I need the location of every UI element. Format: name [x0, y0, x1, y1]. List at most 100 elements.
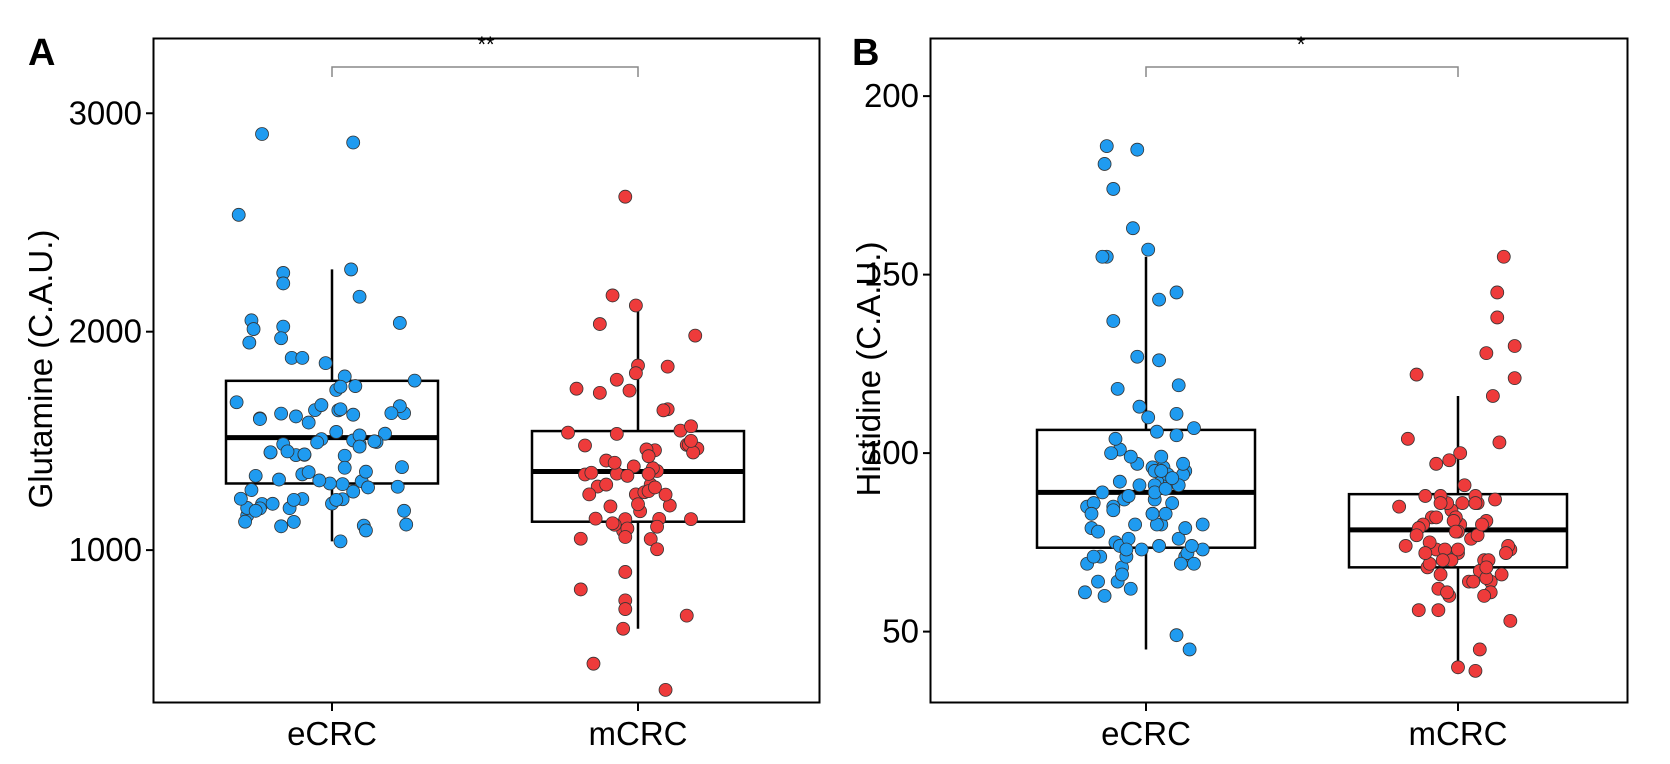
panel-b-frame [929, 37, 1629, 704]
data-point-a-mCRC-67 [618, 530, 633, 544]
data-point-b-eCRC-47 [1187, 556, 1201, 571]
data-point-a-eCRC-64 [255, 127, 269, 141]
data-point-a-mCRC-55 [679, 608, 694, 623]
data-point-b-eCRC-32 [1123, 449, 1138, 464]
panel-a-plot: 1000 2000 3000 eCRC mCRC [69, 66, 746, 752]
data-point-a-mCRC-25 [620, 468, 635, 483]
data-point-a-eCRC-50 [361, 480, 375, 495]
data-point-a-eCRC-9 [337, 448, 352, 463]
data-point-b-eCRC-68 [1169, 285, 1184, 300]
data-point-a-eCRC-34 [352, 439, 367, 454]
data-point-a-mCRC-59 [618, 189, 633, 204]
y-tick-label-b-50: 50 [882, 613, 919, 650]
data-point-a-mCRC-43 [569, 381, 584, 396]
data-point-b-eCRC-54 [1178, 521, 1193, 535]
data-point-b-eCRC-13 [1112, 474, 1127, 489]
data-point-a-eCRC-37 [310, 435, 325, 450]
data-point-a-eCRC-78 [233, 491, 248, 506]
data-point-b-eCRC-15 [1165, 496, 1180, 510]
data-point-a-mCRC-68 [631, 497, 645, 512]
data-point-b-eCRC-80 [1095, 485, 1110, 500]
data-point-a-eCRC-56 [333, 379, 348, 394]
data-point-b-eCRC-50 [1134, 542, 1149, 557]
data-point-a-eCRC-63 [231, 207, 246, 222]
data-point-a-mCRC-40 [599, 477, 614, 492]
data-point-a-eCRC-51 [318, 356, 333, 371]
data-point-b-mCRC-65 [1453, 446, 1468, 461]
data-point-b-eCRC-78 [1104, 446, 1119, 461]
data-point-a-mCRC-41 [588, 511, 603, 526]
box-a-mCRC [530, 429, 746, 523]
data-point-b-mCRC-39 [1429, 510, 1444, 525]
data-point-a-eCRC-71 [242, 335, 257, 350]
data-point-a-mCRC-34 [650, 519, 664, 534]
significance-label-b: * [1297, 32, 1306, 57]
data-point-a-mCRC-24 [578, 438, 592, 453]
data-point-a-mCRC-46 [607, 455, 622, 470]
data-point-b-eCRC-88 [1165, 471, 1180, 485]
data-point-b-eCRC-71 [1130, 349, 1145, 364]
data-point-b-eCRC-40 [1106, 503, 1121, 518]
data-point-b-mCRC-56 [1490, 285, 1505, 300]
data-point-a-eCRC-59 [333, 402, 348, 417]
data-point-b-eCRC-81 [1158, 506, 1173, 521]
data-point-b-mCRC-59 [1479, 346, 1494, 361]
data-point-a-mCRC-15 [643, 532, 658, 546]
data-point-a-eCRC-55 [297, 447, 312, 462]
data-point-a-mCRC-42 [648, 480, 662, 495]
data-point-b-mCRC-66 [1442, 453, 1457, 468]
data-point-b-mCRC-60 [1409, 367, 1424, 382]
data-point-b-mCRC-40 [1431, 603, 1446, 618]
data-point-b-mCRC-51 [1448, 524, 1463, 539]
data-point-b-eCRC-58 [1097, 589, 1112, 603]
x-tick-label-a-mCRC: mCRC [589, 715, 688, 752]
data-point-a-mCRC-69 [684, 433, 698, 448]
significance-bracket-b [1145, 66, 1459, 77]
data-point-b-eCRC-3 [1187, 421, 1201, 436]
data-point-b-mCRC-67 [1457, 478, 1472, 493]
data-point-a-mCRC-54 [573, 582, 588, 597]
data-point-b-mCRC-55 [1496, 249, 1511, 264]
data-point-b-mCRC-50 [1433, 496, 1448, 510]
data-point-a-eCRC-46 [329, 425, 344, 439]
data-point-b-eCRC-17 [1091, 574, 1105, 589]
data-point-a-mCRC-49 [609, 372, 624, 387]
data-point-a-eCRC-73 [333, 534, 348, 549]
data-point-a-eCRC-88 [253, 412, 267, 426]
panel-letter-a: A [28, 32, 55, 74]
data-point-a-eCRC-36 [337, 460, 352, 475]
data-point-b-eCRC-87 [1121, 489, 1136, 503]
data-point-b-mCRC-68 [1440, 585, 1454, 600]
data-point-b-eCRC-42 [1173, 556, 1188, 571]
data-point-a-eCRC-42 [312, 473, 327, 488]
data-point-a-mCRC-66 [641, 449, 656, 464]
panel-letter-b: B [852, 32, 879, 74]
y-tick-label-b-200: 200 [864, 77, 919, 114]
data-point-b-eCRC-77 [1169, 406, 1184, 421]
data-point-b-mCRC-43 [1477, 589, 1492, 603]
data-point-a-mCRC-65 [658, 682, 673, 697]
data-point-a-eCRC-82 [248, 468, 263, 483]
data-point-b-eCRC-51 [1176, 456, 1190, 471]
significance-label-a: ** [477, 32, 495, 57]
data-point-a-eCRC-65 [276, 276, 291, 291]
data-point-b-mCRC-10 [1418, 489, 1433, 503]
data-point-a-mCRC-51 [660, 359, 675, 374]
data-point-a-mCRC-35 [650, 542, 664, 557]
data-point-a-eCRC-76 [329, 492, 344, 507]
data-point-b-mCRC-69 [1411, 603, 1426, 618]
data-point-a-mCRC-64 [586, 656, 601, 671]
data-point-a-eCRC-1 [348, 379, 363, 393]
data-point-a-eCRC-85 [248, 503, 263, 518]
box-b-eCRC [1035, 428, 1257, 549]
data-point-b-mCRC-52 [1479, 560, 1494, 575]
data-point-a-mCRC-27 [609, 427, 624, 441]
y-tick-label-a-1000: 1000 [69, 531, 142, 568]
data-point-a-eCRC-68 [274, 331, 289, 346]
data-point-a-mCRC-60 [618, 565, 633, 579]
data-point-b-eCRC-64 [1126, 221, 1140, 236]
data-point-a-eCRC-79 [399, 517, 414, 532]
data-point-a-mCRC-52 [592, 385, 607, 400]
data-point-a-eCRC-83 [286, 492, 301, 507]
data-point-a-eCRC-67 [276, 319, 291, 334]
